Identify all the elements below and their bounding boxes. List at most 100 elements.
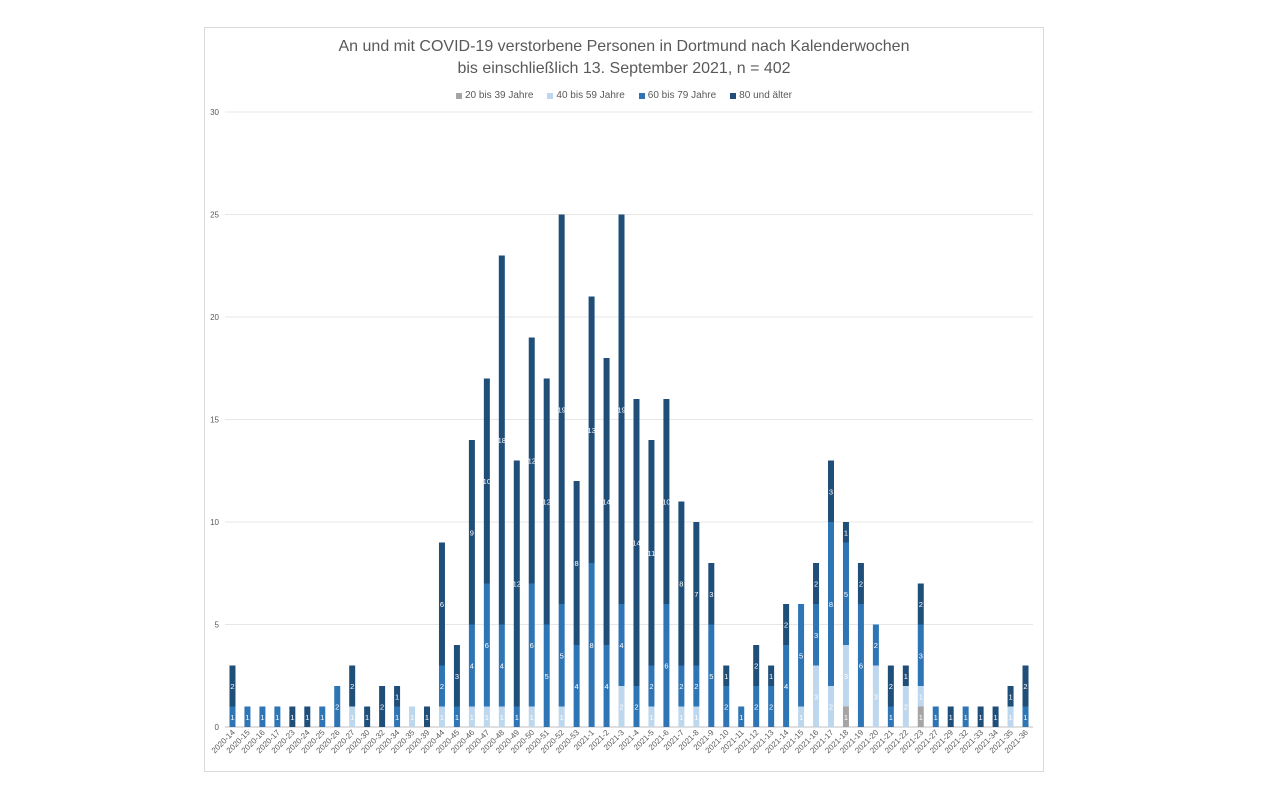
bar-segment (708, 563, 715, 625)
data-label: 2 (350, 682, 354, 691)
data-label: 8 (575, 559, 579, 568)
data-label: 4 (619, 641, 623, 650)
plot-area: 051015202530122020-1412020-1512020-16120… (210, 108, 1033, 755)
data-label: 12 (543, 498, 551, 507)
data-label: 18 (498, 436, 506, 445)
bar-segment (438, 542, 445, 666)
legend-label: 80 und älter (739, 90, 792, 101)
data-label: 3 (814, 631, 818, 640)
legend-item-40-59: 40 bis 59 Jahre (547, 90, 625, 101)
data-label: 1 (679, 713, 683, 722)
bar-segment (498, 624, 505, 707)
data-label: 1 (230, 713, 234, 722)
data-label: 1 (500, 713, 504, 722)
data-label: 1 (470, 713, 474, 722)
bar-segment (693, 522, 700, 666)
data-label: 1 (844, 713, 848, 722)
data-label: 2 (679, 682, 683, 691)
data-label: 10 (662, 498, 670, 507)
bar-segment (753, 686, 760, 727)
data-label: 4 (575, 682, 579, 691)
legend-swatch (547, 92, 554, 99)
data-label: 7 (694, 590, 698, 599)
data-label: 8 (829, 600, 833, 609)
bar-segment (1007, 686, 1014, 707)
bar-segment (813, 563, 820, 604)
bar-segment (753, 645, 760, 686)
data-label: 1 (1023, 713, 1027, 722)
bar-segment (1007, 706, 1014, 727)
bar-segment (917, 624, 924, 686)
data-label: 1 (560, 713, 564, 722)
data-label: 4 (784, 682, 788, 691)
data-label: 5 (709, 672, 713, 681)
bar-segment (633, 686, 640, 727)
data-label: 4 (604, 682, 608, 691)
bar-segment (828, 686, 834, 727)
data-label: 1 (964, 713, 968, 722)
bar-segment (962, 706, 969, 727)
data-label: 1 (889, 713, 893, 722)
bar-segment (857, 563, 864, 604)
data-label: 6 (530, 641, 534, 650)
bar-segment (813, 665, 820, 727)
y-tick-label: 5 (215, 621, 220, 630)
bar-segment (648, 440, 655, 666)
bar-segment (364, 706, 371, 727)
bar-segment (842, 522, 849, 543)
data-label: 1 (530, 713, 534, 722)
y-tick-label: 0 (215, 723, 220, 732)
data-label: 3 (874, 692, 878, 701)
data-label: 2 (874, 641, 878, 650)
data-label: 3 (709, 590, 713, 599)
data-label: 14 (632, 539, 640, 548)
data-label: 1 (290, 713, 294, 722)
data-label: 8 (679, 580, 683, 589)
bar-segment (648, 665, 655, 707)
bar-segment (304, 706, 311, 727)
bar-segment (828, 460, 834, 522)
legend-item-60-79: 60 bis 79 Jahre (638, 90, 716, 101)
bar-segment (768, 686, 775, 727)
bar-segment (618, 214, 625, 604)
bar-segment (438, 665, 445, 707)
bar-segment (573, 645, 580, 727)
data-label: 2 (814, 580, 818, 589)
data-label: 1 (934, 713, 938, 722)
bar-segment (678, 665, 685, 707)
data-label: 1 (1008, 713, 1012, 722)
bar-segment (842, 706, 849, 727)
data-label: 2 (859, 580, 863, 589)
data-label: 1 (799, 713, 803, 722)
bar-segment (498, 706, 505, 727)
data-label: 1 (904, 672, 908, 681)
data-label: 3 (829, 487, 833, 496)
data-label: 2 (919, 600, 923, 609)
bar-segment (483, 706, 490, 727)
bar-segment (319, 706, 326, 727)
data-label: 1 (485, 713, 489, 722)
bar-segment (603, 358, 610, 645)
data-label: 2 (769, 703, 773, 712)
data-label: 1 (455, 713, 459, 722)
bar-segment (977, 706, 984, 727)
data-label: 1 (1008, 692, 1012, 701)
data-label: 19 (617, 405, 625, 414)
data-label: 2 (784, 621, 788, 630)
bar-segment (842, 645, 849, 707)
data-label: 1 (305, 713, 309, 722)
data-label: 1 (724, 672, 728, 681)
data-label: 1 (739, 713, 743, 722)
data-label: 2 (230, 682, 234, 691)
data-label: 1 (844, 528, 848, 537)
bar-segment (693, 665, 700, 707)
data-label: 2 (380, 703, 384, 712)
bar-segment (498, 255, 505, 625)
bar-segment (618, 686, 625, 727)
data-label: 1 (365, 713, 369, 722)
bar-segment (259, 706, 266, 727)
bar-segment (394, 686, 401, 707)
bar-segment (483, 378, 490, 584)
bar-segment (872, 665, 879, 727)
data-label: 6 (664, 662, 668, 671)
